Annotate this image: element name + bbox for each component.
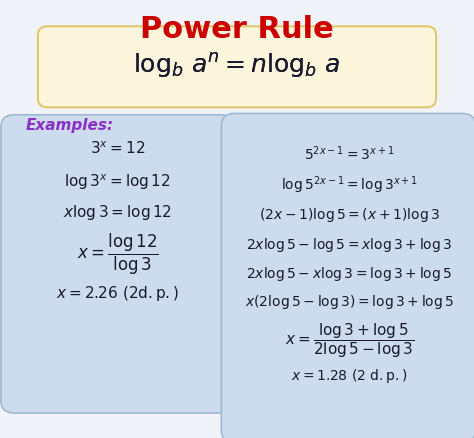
Text: $\log 3^x = \log 12$: $\log 3^x = \log 12$ [64, 172, 171, 191]
Text: Examples:: Examples: [26, 118, 114, 133]
Text: $\log_b\, a^n = \mathit{n}\log_b\, a$: $\log_b\, a^n = \mathit{n}\log_b\, a$ [134, 51, 340, 80]
Text: $5^{2x-1} = 3^{x+1}$: $5^{2x-1} = 3^{x+1}$ [304, 145, 394, 163]
Text: $x = 1.28\ (2\ \mathrm{d.p.})$: $x = 1.28\ (2\ \mathrm{d.p.})$ [291, 367, 408, 385]
Text: Power Rule: Power Rule [140, 15, 334, 44]
Text: $x\log 3 = \log 12$: $x\log 3 = \log 12$ [63, 203, 172, 222]
Text: $3^x = 12$: $3^x = 12$ [90, 141, 145, 157]
Text: $2x\log 5 - x\log 3 = \log 3 + \log 5$: $2x\log 5 - x\log 3 = \log 3 + \log 5$ [246, 265, 452, 283]
Text: $x = \dfrac{\log 12}{\log 3}$: $x = \dfrac{\log 12}{\log 3}$ [77, 231, 158, 277]
FancyBboxPatch shape [221, 113, 474, 438]
FancyBboxPatch shape [1, 115, 234, 413]
Text: $x(2\log 5 - \log 3) = \log 3 + \log 5$: $x(2\log 5 - \log 3) = \log 3 + \log 5$ [245, 293, 454, 311]
FancyBboxPatch shape [38, 26, 436, 107]
Text: $x = 2.26\ (2\mathrm{d.p.})$: $x = 2.26\ (2\mathrm{d.p.})$ [56, 284, 179, 303]
Text: $x = \dfrac{\log 3 + \log 5}{2\log 5 - \log 3}$: $x = \dfrac{\log 3 + \log 5}{2\log 5 - \… [284, 321, 414, 360]
Text: $(2x-1)\log 5 = (x+1)\log 3$: $(2x-1)\log 5 = (x+1)\log 3$ [259, 206, 440, 225]
Text: $\log_b\, a^n = \mathit{n}\log_b\, a$: $\log_b\, a^n = \mathit{n}\log_b\, a$ [134, 51, 340, 80]
Text: $\log 5^{2x-1} = \log 3^{x+1}$: $\log 5^{2x-1} = \log 3^{x+1}$ [281, 174, 418, 196]
Text: $2x\log 5 - \log 5 = x\log 3 + \log 3$: $2x\log 5 - \log 5 = x\log 3 + \log 3$ [246, 236, 452, 254]
